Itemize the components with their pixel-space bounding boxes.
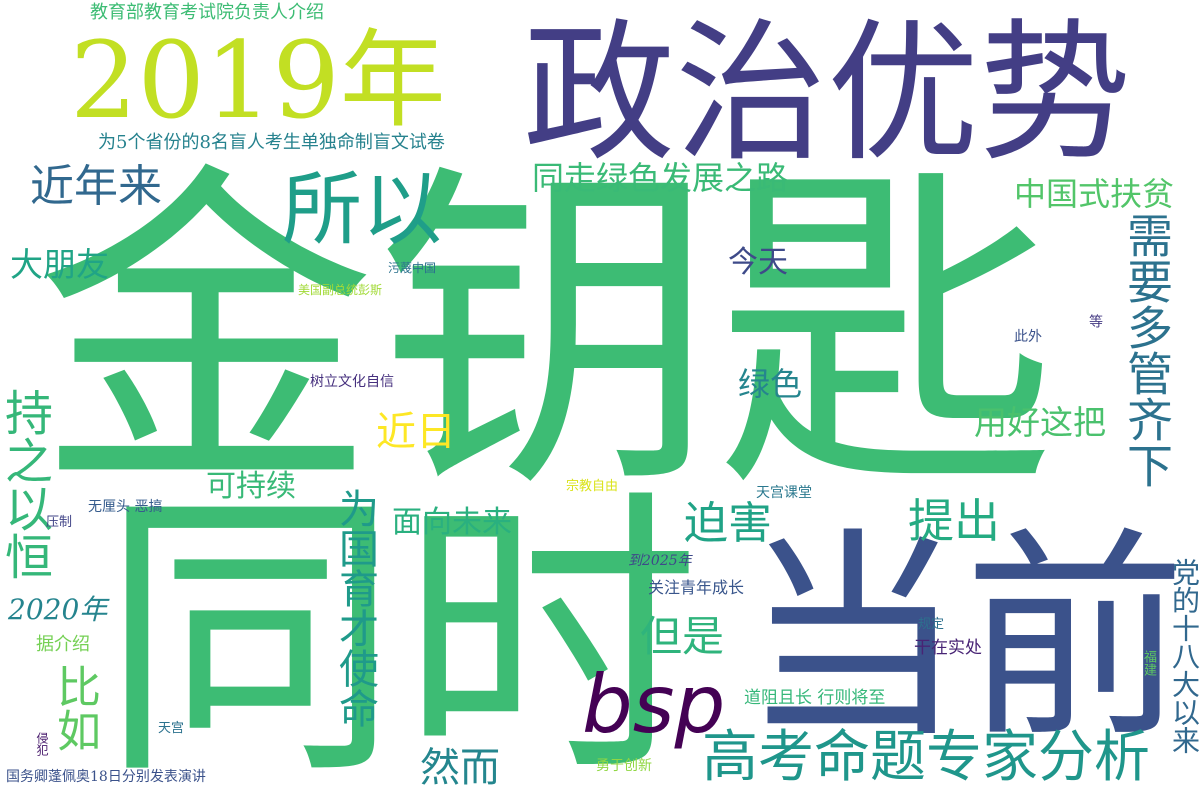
word-tongzou: 同走绿色发展之路 (532, 159, 789, 197)
word-zhongguoshi: 中国式扶贫 (1014, 175, 1175, 213)
word-pohai: 迫害 (684, 498, 772, 549)
word-ciwai: 此外 (1014, 329, 1042, 345)
word-year2019: 2019年 (70, 19, 446, 142)
word-dangde: 党的十八大以来 (1168, 558, 1200, 754)
word-shulie: 树立文化自信 (310, 374, 394, 390)
word-jinnianlai: 近年来 (30, 161, 162, 212)
word-chizhi: 持之以恒 (0, 388, 52, 580)
word-weiguo: 为国育才使命 (332, 488, 378, 728)
word-dao2025: 到2025年 (628, 553, 692, 569)
word-yonghao: 用好这把 (974, 403, 1106, 442)
word-jiaoyubu: 教育部教育考试院负责人介绍 (90, 2, 324, 23)
word-meiguo: 美国副总统彭斯 (298, 283, 383, 297)
word-lvse: 绿色 (738, 365, 803, 403)
word-deng: 等 (1087, 314, 1103, 328)
word-bsp: bsp (582, 658, 726, 751)
word-ranershi: 然而 (420, 745, 500, 791)
word-jujieshao: 据介绍 (36, 634, 90, 655)
word-fujian: 福建 (1141, 650, 1156, 676)
word-qinfan: 侵犯 (35, 732, 49, 756)
word-zongjiao: 宗教自由 (566, 479, 619, 494)
word-danshi: 但是 (640, 612, 725, 661)
word-kechixu: 可持续 (206, 469, 296, 504)
word-biru: 比如 (49, 664, 100, 752)
word-mianxiang: 面向未来 (392, 505, 512, 540)
word-year2020: 2020年 (8, 593, 108, 626)
word-wumie: 污蔑中国 (388, 261, 437, 275)
word-tiangongketang: 天宫课堂 (756, 485, 812, 501)
word-zhengzhiyoushi: 政治优势 (523, 5, 1131, 182)
word-guowuqing: 国务卿蓬佩奥18日分别发表演讲 (6, 769, 206, 785)
word-guiding: 规定 (918, 617, 945, 632)
word-xuyao: 需要多管齐下 (1120, 212, 1174, 488)
word-ganzai: 干在实处 (914, 638, 982, 658)
word-jinyaoshi: 金钥匙 (36, 137, 1056, 533)
word-gaokao: 高考命题专家分析 (702, 725, 1150, 790)
word-dangqian: 当前 (742, 510, 1186, 768)
word-tichu: 提出 (908, 494, 1000, 548)
word-suoyi: 所以 (282, 163, 442, 256)
word-jintian: 今天 (728, 245, 788, 280)
word-jinri: 近日 (376, 409, 456, 455)
word-dapengyou: 大朋友 (10, 245, 109, 284)
word-daozu: 道阻且长 行则将至 (744, 688, 886, 708)
word-tongshi: 同时 (100, 465, 700, 800)
word-wuhang: 无厘头 恶搞 (88, 499, 163, 515)
word-guanzhu: 关注青年成长 (648, 578, 745, 597)
word-yazhi: 压制 (46, 515, 73, 530)
word-yongyu: 勇于创新 (596, 758, 652, 774)
word-weiwu: 为5个省份的8名盲人考生单独命制盲文试卷 (98, 132, 445, 153)
word-tiangong: 天宫 (158, 721, 185, 736)
